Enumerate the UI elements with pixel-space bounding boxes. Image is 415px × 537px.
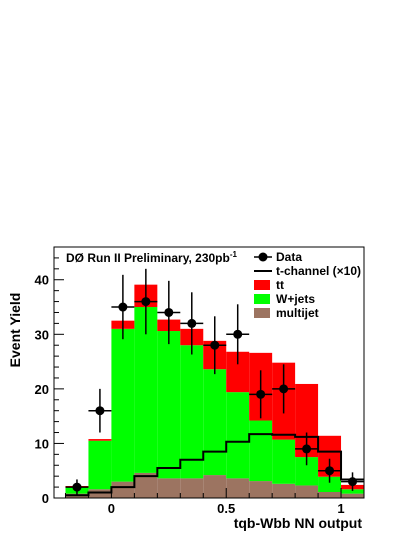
y-tick-label: 10	[35, 436, 49, 451]
bar-w-jets	[157, 331, 181, 479]
bar-multijet	[318, 491, 342, 498]
bar-tt	[318, 435, 342, 477]
bar-multijet	[341, 493, 364, 498]
bar-multijet	[157, 478, 181, 498]
bar-tt	[88, 439, 112, 441]
data-point	[118, 302, 128, 312]
y-tick-label: 30	[35, 327, 49, 342]
bar-w-jets	[203, 369, 227, 476]
plot-frame	[53, 246, 365, 499]
data-point	[348, 477, 358, 487]
y-axis-label: Event Yield	[7, 293, 23, 368]
data-point	[233, 329, 243, 339]
legend-label-w-jets: W+jets	[276, 292, 315, 306]
legend-swatch-w-jets	[254, 294, 270, 304]
data-point	[187, 318, 197, 328]
bar-w-jets	[249, 420, 273, 482]
bar-tt	[226, 351, 250, 393]
data-points	[65, 268, 364, 495]
signal-histogram	[65, 433, 364, 497]
legend-label-multijet: multijet	[276, 306, 319, 320]
legend-label-data: Data	[276, 250, 302, 264]
bar-multijet	[203, 475, 227, 498]
bar-tt	[295, 383, 319, 458]
bar-multijet	[226, 478, 250, 498]
legend-swatch-multijet	[254, 308, 270, 318]
data-point	[256, 389, 266, 399]
legend-label-t-channel-10: t-channel (×10)	[276, 264, 361, 278]
chart-title: DØ Run II Preliminary, 230pb-1	[66, 250, 237, 265]
bar-multijet	[249, 481, 273, 498]
x-tick-label: 0	[108, 501, 115, 516]
chart-title-superscript: -1	[230, 250, 238, 259]
bar-multijet	[134, 472, 158, 498]
data-point	[210, 340, 220, 350]
bar-w-jets	[295, 457, 319, 486]
y-tick-label: 40	[35, 273, 49, 288]
x-axis-label: tqb-Wbb NN output	[234, 515, 363, 531]
bar-multijet	[272, 483, 296, 498]
data-point	[302, 444, 312, 454]
signal-line	[65, 433, 364, 497]
bar-multijet	[180, 478, 204, 498]
legend-swatch-tt	[254, 280, 270, 290]
data-point	[95, 406, 105, 416]
data-point	[141, 297, 151, 307]
legend-marker-data	[258, 252, 268, 262]
bar-multijet	[111, 481, 135, 498]
bar-w-jets	[226, 392, 250, 479]
bar-w-jets	[318, 476, 342, 492]
y-tick-label: 20	[35, 382, 49, 397]
data-point	[164, 307, 174, 317]
x-tick-label: 0.5	[217, 501, 235, 516]
bar-w-jets	[88, 440, 112, 490]
data-point	[72, 482, 82, 492]
bar-w-jets	[134, 307, 158, 473]
bar-w-jets	[180, 345, 204, 479]
data-point	[325, 466, 335, 476]
bar-multijet	[295, 485, 319, 498]
legend-label-tt: tt	[276, 278, 284, 292]
x-tick-label: 1	[337, 501, 344, 516]
stacked-histogram	[65, 284, 364, 498]
bar-w-jets	[272, 439, 296, 484]
data-point	[279, 384, 289, 394]
y-tick-label: 0	[42, 491, 49, 506]
bar-multijet	[88, 489, 112, 498]
bar-w-jets	[111, 328, 135, 482]
bar-w-jets	[341, 489, 364, 494]
